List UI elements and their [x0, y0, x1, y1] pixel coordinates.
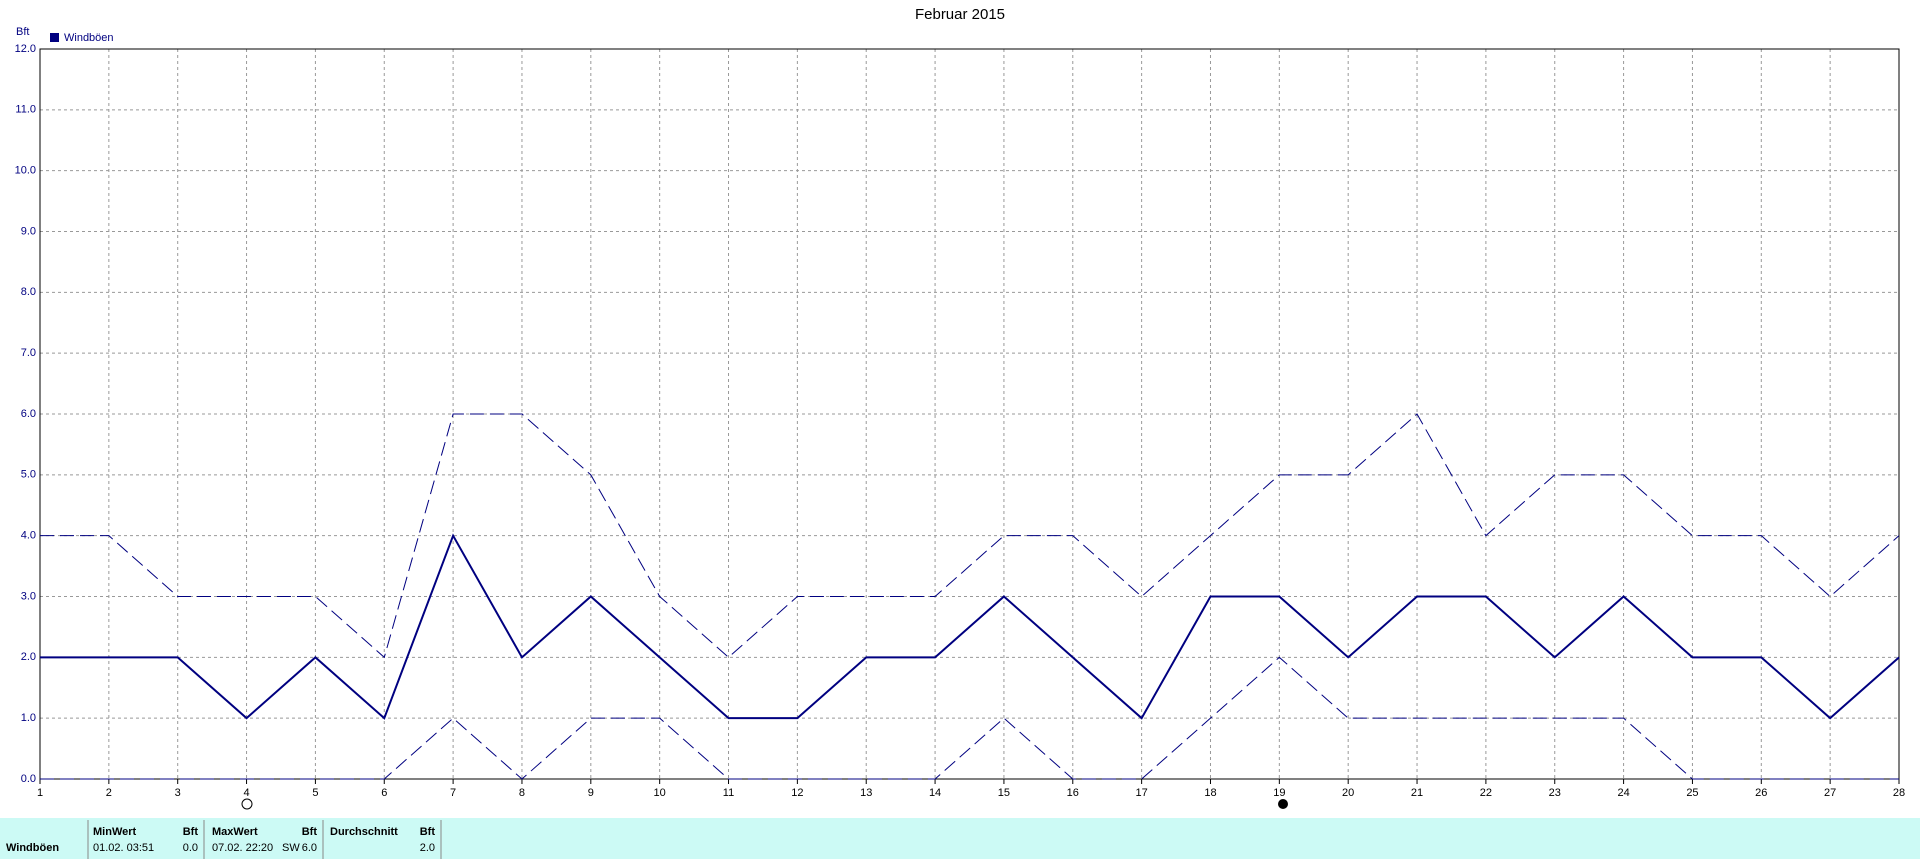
y-tick-label: 6.0 — [21, 408, 36, 420]
y-tick-label: 5.0 — [21, 469, 36, 481]
y-tick-label: 9.0 — [21, 225, 36, 237]
chart-title: Februar 2015 — [915, 6, 1005, 23]
x-tick-label: 23 — [1549, 787, 1561, 799]
x-tick-label: 19 — [1273, 787, 1285, 799]
col-header: MinWert — [93, 826, 137, 838]
row-label: Windböen — [6, 842, 59, 854]
x-tick-label: 16 — [1067, 787, 1079, 799]
x-tick-label: 10 — [654, 787, 666, 799]
x-tick-label: 14 — [929, 787, 941, 799]
cell: 0.0 — [183, 842, 198, 854]
stats-band — [0, 818, 1920, 859]
y-axis-label: Bft — [16, 26, 29, 38]
x-tick-label: 12 — [791, 787, 803, 799]
x-tick-label: 8 — [519, 787, 525, 799]
cell: SW — [282, 842, 300, 854]
x-tick-label: 22 — [1480, 787, 1492, 799]
x-tick-label: 1 — [37, 787, 43, 799]
cell: 07.02. 22:20 — [212, 842, 273, 854]
x-tick-label: 5 — [312, 787, 318, 799]
cell: 01.02. 03:51 — [93, 842, 154, 854]
x-tick-label: 21 — [1411, 787, 1423, 799]
series-line — [40, 533, 1900, 720]
x-tick-label: 24 — [1617, 787, 1629, 799]
x-tick-label: 9 — [588, 787, 594, 799]
y-tick-label: 3.0 — [21, 590, 36, 602]
col-header: Durchschnitt — [330, 826, 398, 838]
y-tick-label: 8.0 — [21, 286, 36, 298]
cell: 6.0 — [302, 842, 317, 854]
x-tick-label: 11 — [723, 787, 734, 799]
x-tick-label: 4 — [243, 787, 249, 799]
x-tick-label: 27 — [1824, 787, 1836, 799]
y-tick-label: 0.0 — [21, 773, 36, 785]
cell: 2.0 — [420, 842, 435, 854]
x-tick-label: 18 — [1204, 787, 1216, 799]
legend-label: Windböen — [64, 32, 114, 44]
series-line — [40, 413, 1900, 659]
y-tick-label: 2.0 — [21, 651, 36, 663]
x-tick-label: 3 — [175, 787, 181, 799]
col-header: MaxWert — [212, 826, 258, 838]
moon-icon — [1278, 799, 1288, 809]
y-tick-label: 12.0 — [15, 43, 36, 55]
col-unit: Bft — [302, 826, 318, 838]
x-tick-label: 26 — [1755, 787, 1767, 799]
moon-icon — [241, 798, 253, 810]
series-line — [40, 656, 1899, 780]
x-tick-label: 15 — [998, 787, 1010, 799]
stats-separators — [87, 820, 442, 859]
x-tick-label: 28 — [1893, 787, 1905, 799]
legend-swatch — [50, 33, 59, 42]
x-tick-label: 2 — [106, 787, 112, 799]
y-tick-label: 10.0 — [15, 165, 36, 177]
col-unit: Bft — [183, 826, 199, 838]
col-unit: Bft — [420, 826, 436, 838]
x-tick-label: 13 — [860, 787, 872, 799]
y-tick-label: 4.0 — [21, 530, 36, 542]
y-tick-label: 11.0 — [15, 104, 36, 116]
x-tick-label: 25 — [1686, 787, 1698, 799]
x-tick-label: 20 — [1342, 787, 1354, 799]
x-tick-label: 6 — [381, 787, 387, 799]
x-tick-label: 17 — [1136, 787, 1148, 799]
y-tick-label: 7.0 — [21, 347, 36, 359]
plot-frame — [39, 48, 1900, 780]
x-tick-label: 7 — [450, 787, 456, 799]
y-tick-label: 1.0 — [21, 712, 36, 724]
